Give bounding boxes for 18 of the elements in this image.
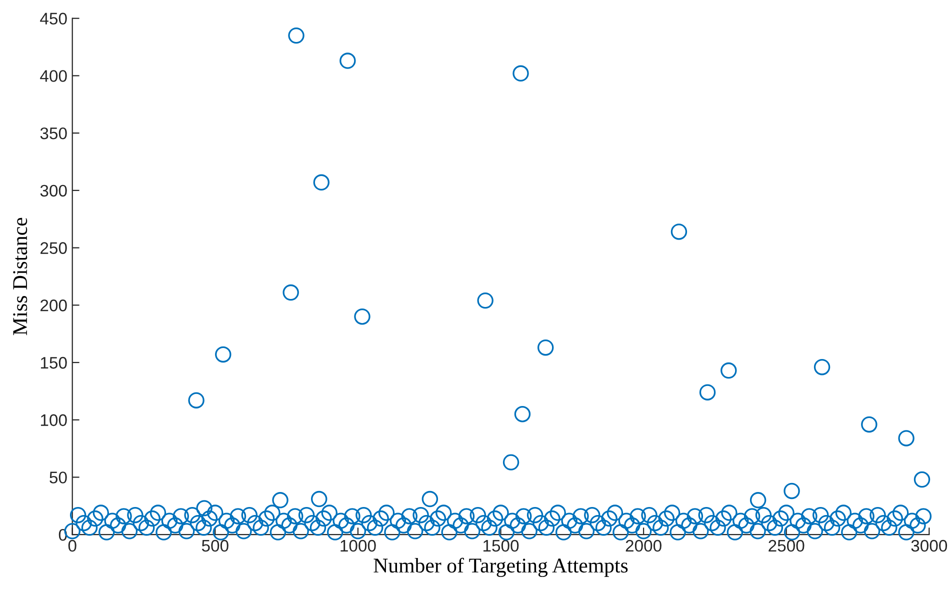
x-tick-label: 0 [68,540,76,552]
y-tick-label: 250 [40,242,67,254]
y-tick-label: 400 [40,70,67,82]
x-tick-label: 1000 [340,540,376,552]
x-tick-label: 2500 [768,540,804,552]
x-tick-label: 2000 [626,540,662,552]
y-tick-label: 100 [40,414,67,426]
y-tick-label: 50 [50,472,67,484]
y-tick-label: 150 [40,356,67,369]
y-tick-label: 300 [40,184,67,197]
x-tick-label: 3000 [911,540,948,552]
y-tick-label: 200 [40,300,67,312]
x-tick-label: 500 [202,540,228,552]
y-axis-title: Miss Distance [13,218,28,336]
x-axis-title: Number of Targeting Attempts [374,558,628,577]
y-tick-label: 450 [40,12,67,25]
x-tick-label: 1500 [483,540,519,552]
y-tick-label: 350 [40,127,67,140]
